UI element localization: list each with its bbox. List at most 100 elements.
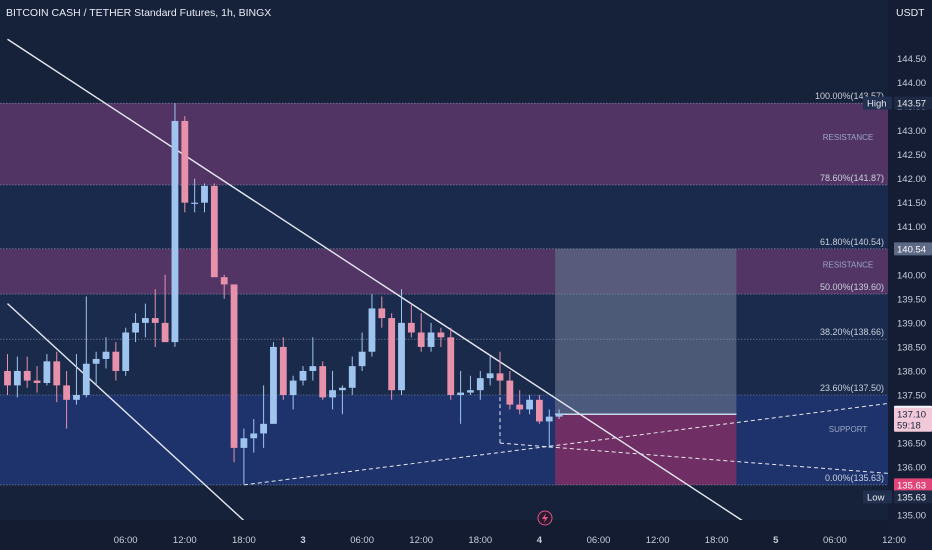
candle-body[interactable]: [348, 366, 356, 388]
fib-level-label: 38.20%(138.66): [820, 327, 884, 337]
channel-line[interactable]: [7, 303, 255, 531]
candle-body[interactable]: [210, 185, 218, 278]
price-label-tag: High: [867, 99, 887, 110]
candle-body[interactable]: [476, 378, 484, 391]
candle-body[interactable]: [132, 322, 139, 333]
candle-body[interactable]: [368, 308, 376, 352]
candle-body[interactable]: [545, 416, 553, 422]
candle-body[interactable]: [171, 120, 179, 343]
candle-body[interactable]: [4, 370, 11, 386]
candle-body[interactable]: [536, 399, 543, 422]
trend-line-dashed[interactable]: [499, 442, 932, 481]
candle-body[interactable]: [230, 284, 238, 448]
candle-body[interactable]: [279, 346, 287, 395]
candle-body[interactable]: [181, 120, 189, 203]
candle-body[interactable]: [82, 363, 90, 395]
candle-body[interactable]: [142, 318, 149, 323]
lightning-icon[interactable]: [537, 510, 553, 526]
price-label-box: [894, 490, 932, 504]
candle-body[interactable]: [299, 370, 307, 381]
price-label-value: 143.57: [897, 99, 926, 110]
candle-body[interactable]: [63, 385, 70, 400]
time-tick-label: 12:00: [409, 535, 433, 546]
time-tick-label: 18:00: [705, 535, 729, 546]
candle-body[interactable]: [427, 332, 435, 347]
price-tick-label: 140.00: [897, 270, 926, 281]
candle-body[interactable]: [122, 332, 130, 371]
price-tick-label: 139.50: [897, 294, 926, 305]
candle-body[interactable]: [309, 366, 317, 371]
candle-body[interactable]: [92, 358, 100, 364]
candle-body[interactable]: [339, 387, 346, 391]
candle-body[interactable]: [329, 390, 336, 398]
candle-body[interactable]: [437, 332, 445, 338]
time-tick-label: 18:00: [232, 535, 256, 546]
zone-support: [0, 395, 888, 485]
candle-body[interactable]: [201, 185, 208, 203]
candle-body[interactable]: [319, 366, 327, 398]
candle-body[interactable]: [407, 322, 415, 333]
candle-body[interactable]: [378, 308, 386, 319]
candle-body[interactable]: [23, 370, 31, 381]
time-tick-label: 06:00: [823, 535, 847, 546]
candle-body[interactable]: [398, 322, 405, 391]
price-tick-label: 144.50: [897, 54, 926, 65]
candle-body[interactable]: [506, 380, 514, 405]
candle-body[interactable]: [260, 423, 267, 434]
fib-level-label: 23.60%(137.50): [820, 383, 884, 393]
time-tick-label: 06:00: [114, 535, 138, 546]
candle-body[interactable]: [358, 351, 366, 367]
candle-body[interactable]: [516, 404, 524, 410]
candle-body[interactable]: [112, 351, 120, 371]
candle-body[interactable]: [73, 395, 80, 400]
candle-body[interactable]: [33, 380, 41, 383]
price-label-box: [894, 478, 932, 492]
candle-body[interactable]: [526, 399, 533, 410]
time-tick-label: 4: [537, 535, 543, 546]
time-tick-label: 18:00: [468, 535, 492, 546]
price-label-value: 135.63: [897, 480, 926, 491]
candle-body[interactable]: [240, 438, 248, 448]
candle-body[interactable]: [161, 322, 169, 343]
candle-body[interactable]: [457, 392, 464, 395]
candle-body[interactable]: [467, 390, 474, 393]
position-target-zone[interactable]: [555, 248, 737, 415]
lightning-icon-glyph: [542, 513, 548, 523]
candle-body[interactable]: [151, 318, 159, 323]
candle-body[interactable]: [555, 414, 563, 417]
price-tick-label: 137.50: [897, 391, 926, 402]
time-tick-label: 3: [300, 535, 305, 546]
price-tick-label: 139.00: [897, 318, 926, 329]
fib-level-label: 61.80%(140.54): [820, 237, 884, 247]
candle-body[interactable]: [388, 318, 396, 391]
time-tick-label: 12:00: [882, 535, 906, 546]
price-tick-label: 144.00: [897, 78, 926, 89]
candle-body[interactable]: [13, 370, 21, 386]
candle-body[interactable]: [220, 277, 228, 285]
position-stop-zone[interactable]: [555, 414, 737, 485]
channel-line[interactable]: [7, 38, 757, 531]
candle-body[interactable]: [270, 346, 277, 424]
price-tick-label: 143.00: [897, 126, 926, 137]
candle-body[interactable]: [43, 361, 51, 383]
candle-body[interactable]: [191, 202, 199, 204]
fib-band: [0, 339, 888, 395]
fib-level-label: 0.00%(135.63): [825, 473, 884, 483]
candle-body[interactable]: [417, 332, 425, 347]
candle-body[interactable]: [102, 351, 110, 359]
time-axis-background: [0, 520, 888, 550]
price-tick-label: 141.00: [897, 222, 926, 233]
fib-level-label: 100.00%(143.57): [815, 91, 884, 101]
price-label-countdown: 59:18: [897, 421, 921, 432]
price-tick-label: 142.50: [897, 150, 926, 161]
candle-body[interactable]: [486, 373, 494, 379]
candle-body[interactable]: [289, 380, 297, 395]
candle-body[interactable]: [53, 361, 61, 386]
currency-label: USDT: [896, 7, 925, 19]
candle-body[interactable]: [496, 373, 504, 381]
candle-body[interactable]: [447, 337, 455, 395]
candle-body[interactable]: [250, 433, 258, 439]
price-label-tag-box: [863, 490, 892, 504]
